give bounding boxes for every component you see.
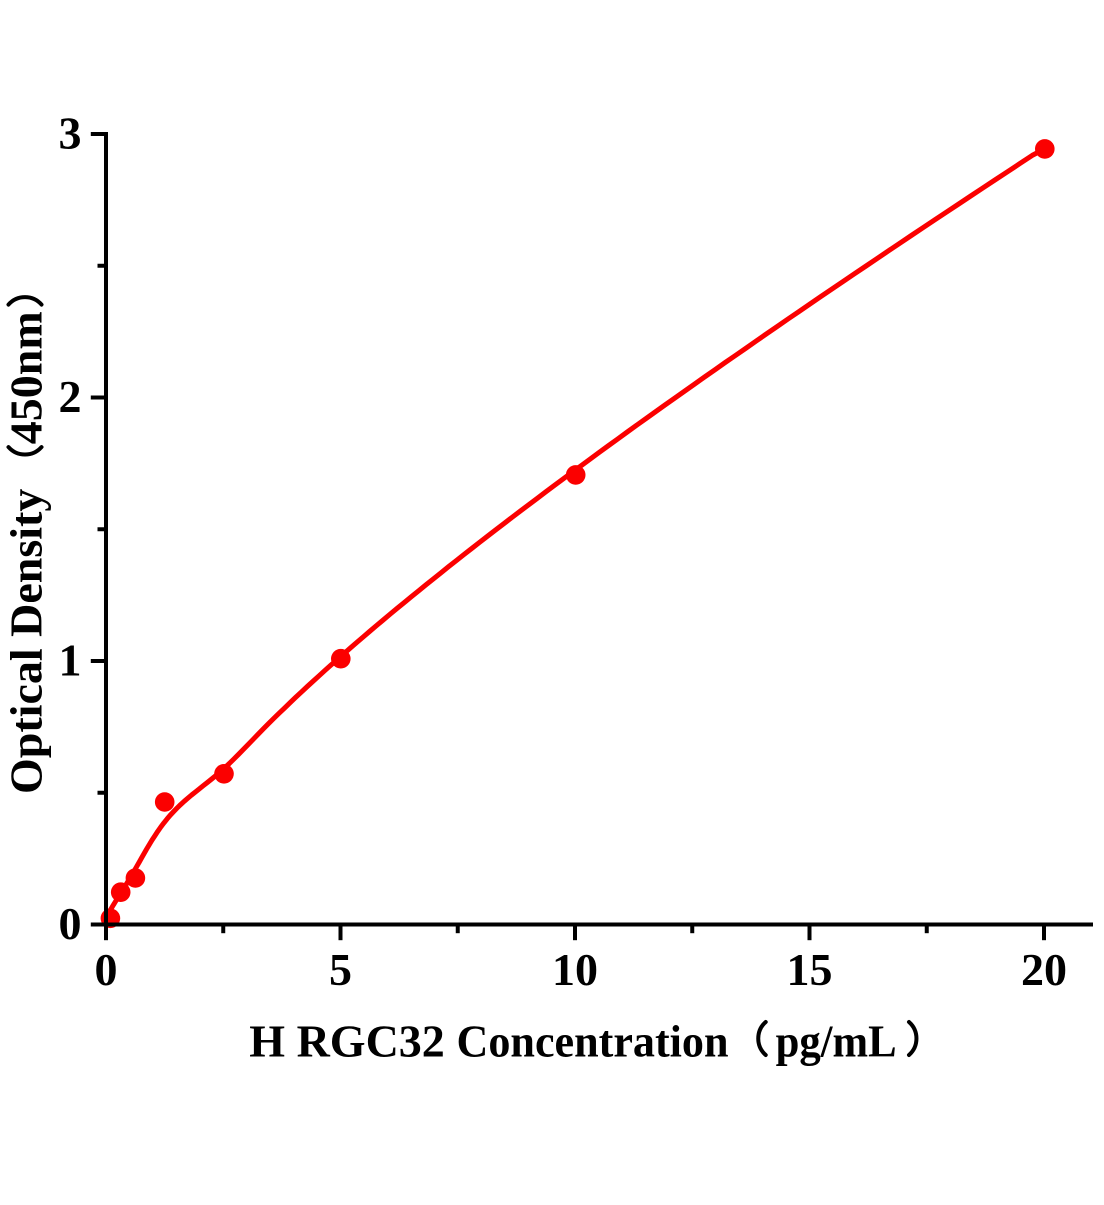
svg-text:10: 10 [552, 944, 598, 995]
svg-text:pg/mL: pg/mL [776, 1015, 897, 1066]
svg-text:450nm: 450nm [1, 311, 52, 444]
svg-text:H RGC32: H RGC32 [249, 1015, 444, 1066]
svg-text:15: 15 [787, 944, 833, 995]
svg-text:3: 3 [59, 108, 82, 159]
svg-text:20: 20 [1021, 944, 1067, 995]
svg-text:Optical Density: Optical Density [1, 489, 52, 794]
svg-text:5: 5 [329, 944, 352, 995]
svg-text:1: 1 [59, 635, 82, 686]
svg-text:0: 0 [95, 944, 118, 995]
svg-text:0: 0 [59, 898, 82, 949]
svg-text:2: 2 [59, 371, 82, 422]
svg-text:Concentration: Concentration [457, 1015, 729, 1066]
